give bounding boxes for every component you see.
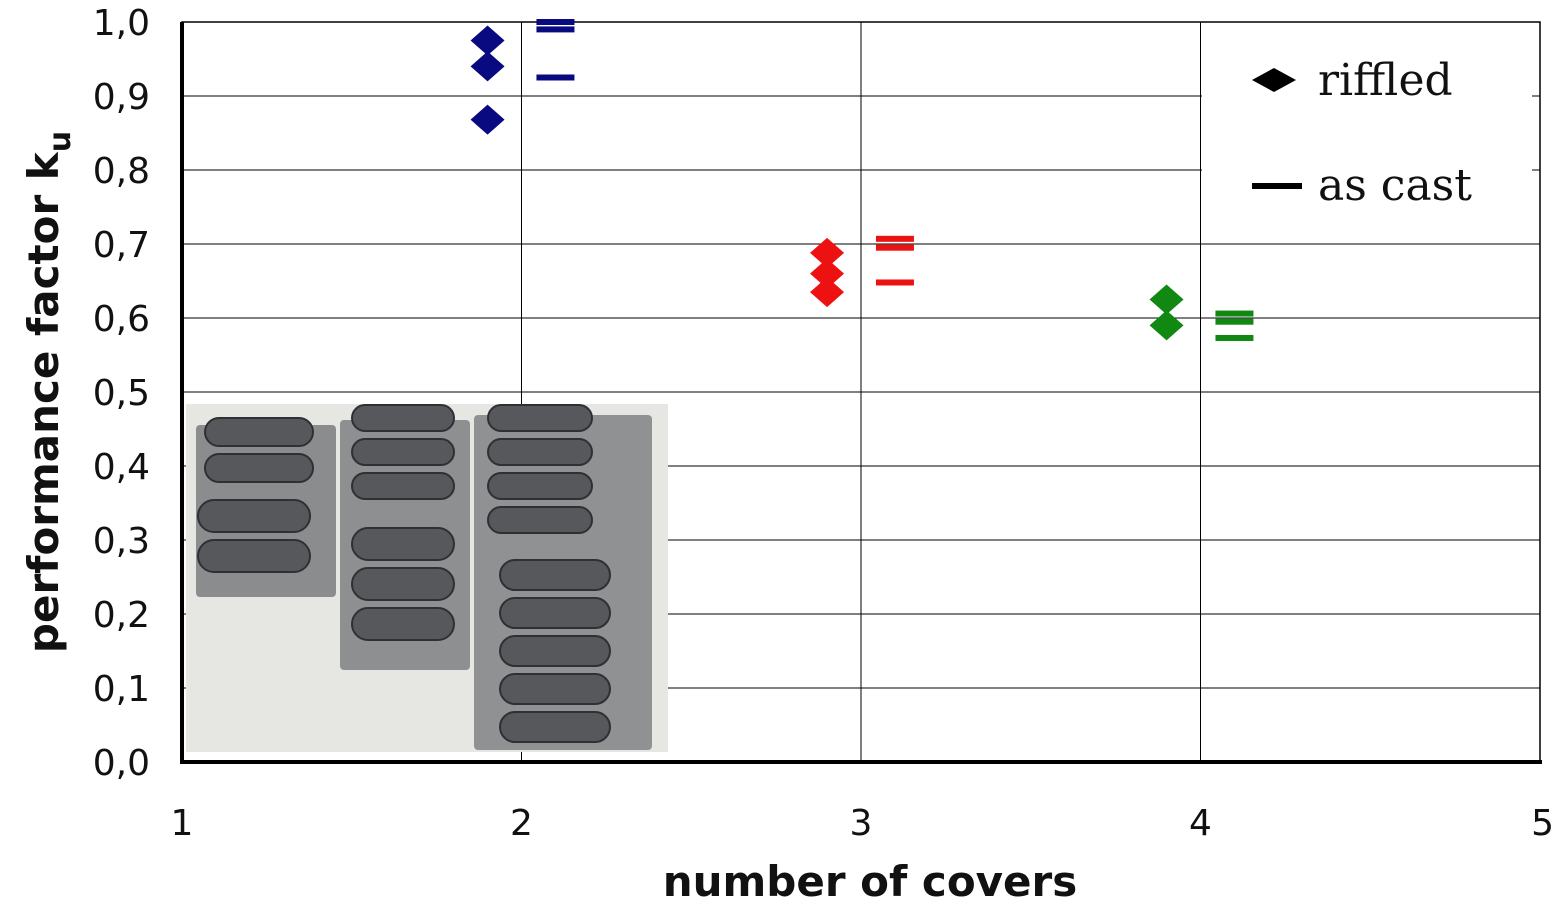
photo-bump [197,499,311,533]
legend-diamond-icon [1252,68,1296,92]
as-cast-point [875,235,914,242]
y-tick-label: 0,7 [93,225,150,266]
y-tick-labels: 0,0 0,1 0,2 0,3 0,4 0,5 0,6 0,7 0,8 0,9 1,0 [93,3,150,784]
y-tick-label: 0,1 [93,669,150,710]
photo-bump [499,673,611,705]
y-axis-title-subscript: u [43,131,78,152]
photo-bump [351,527,455,561]
riffled-point [810,277,845,308]
y-tick-label: 0,3 [93,521,150,562]
photo-bump [499,635,611,667]
plot-border [181,21,1541,763]
as-cast-point [1215,334,1254,341]
as-cast-point [536,19,575,25]
x-axis-title: number of covers [663,857,1078,902]
y-axis-title: performance factor ku [19,131,78,653]
as-cast-point [1215,318,1254,325]
x-tick-label: 1 [171,803,194,844]
photo-bump [351,404,455,432]
photo-bump [487,472,593,500]
photo-bump [487,404,593,432]
photo-bump [351,438,455,466]
as-cast-point [875,244,914,251]
photo-bump [204,417,314,447]
y-tick-label: 0,5 [93,373,150,414]
y-axis-title-main: performance factor k [19,151,68,653]
y-tick-label: 0,2 [93,595,150,636]
photo-bump [351,567,455,601]
as-cast-point [536,26,575,33]
photo-bump [204,453,314,483]
legend: riffled as cast [1202,40,1532,235]
riffled-point [810,258,845,289]
y-tick-label: 1,0 [93,3,150,44]
riffled-point [1149,284,1184,315]
riffled-point [470,104,505,135]
riffled-point [470,51,505,82]
y-tick-label: 0,0 [93,743,150,784]
as-cast-point [875,279,914,286]
x-tick-label: 4 [1189,803,1212,844]
y-tick-label: 0,8 [93,151,150,192]
as-cast-point [536,74,575,81]
x-tick-labels: 1 2 3 4 5 [171,803,1554,844]
photo-bump [351,607,455,641]
cast-covers-photo [186,404,668,752]
y-axis-title-group: performance factor ku [19,131,78,653]
y-tick-label: 0,9 [93,77,150,118]
riffled-point [810,237,845,268]
photo-bump [351,472,455,500]
x-tick-label: 2 [510,803,533,844]
x-tick-label: 5 [1531,803,1554,844]
photo-bump [487,438,593,466]
riffled-point [470,25,505,56]
photo-bump [499,711,611,743]
photo-bump [499,597,611,629]
legend-dash-icon [1252,183,1302,189]
y-tick-label: 0,4 [93,447,150,488]
photo-bump [197,539,311,573]
as-cast-point [1215,310,1254,317]
data-marks [470,19,1254,341]
photo-bump [499,559,611,591]
legend-label-riffled: riffled [1318,55,1453,106]
x-tick-label: 3 [850,803,873,844]
legend-label-as-cast: as cast [1318,160,1472,211]
y-tick-label: 0,6 [93,299,150,340]
riffled-point [1149,310,1184,341]
photo-bump [487,506,593,534]
